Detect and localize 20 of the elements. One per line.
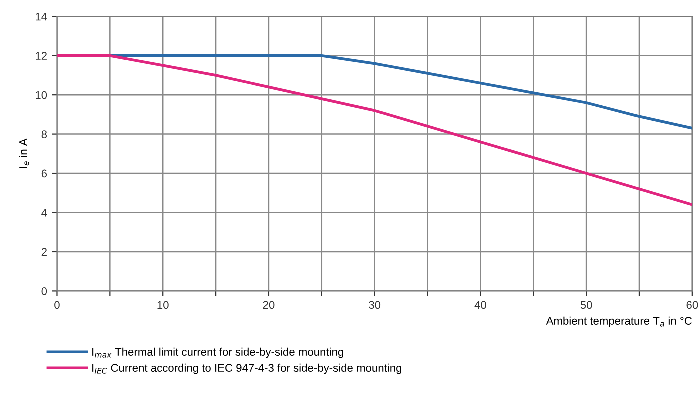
y-tick-label: 12 xyxy=(36,52,47,60)
x-tick-label: 0 xyxy=(54,301,60,310)
y-tick-label: 2 xyxy=(42,248,47,256)
line-series xyxy=(57,54,692,206)
y-tick-label: 14 xyxy=(36,13,48,21)
y-tick-label: 10 xyxy=(36,91,48,100)
x-axis-title: Ambient temperature T$_{a}$ in °C xyxy=(546,316,692,328)
x-tick-label: 20 xyxy=(263,301,275,310)
y-tick-label: 4 xyxy=(42,209,48,217)
x-tick-label: 50 xyxy=(580,301,592,310)
x-tick-label: 10 xyxy=(158,301,169,310)
y-axis-title: I$_{e}$ in A xyxy=(19,138,30,168)
y-tick-label: 0 xyxy=(42,287,48,296)
x-tick-label: 60 xyxy=(686,301,698,310)
legend-label: I$_{max}$ Thermal limit current for side-by-side mounting xyxy=(92,348,344,358)
y-tick-label: 8 xyxy=(42,130,48,138)
legend-label: I$_{IEC}$ Current according to IEC 947-4-3 for side-by-side mounting xyxy=(92,364,402,374)
y-tick-label: 6 xyxy=(42,170,48,178)
x-tick-label: 30 xyxy=(369,301,381,310)
x-tick-label: 40 xyxy=(474,301,486,310)
